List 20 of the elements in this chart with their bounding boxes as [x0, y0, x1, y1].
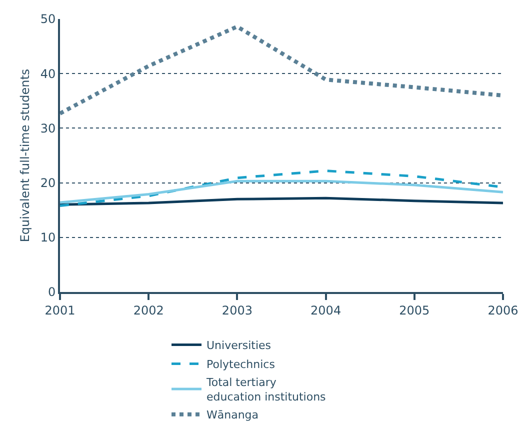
- legend-label: Total tertiary education institutions: [206, 376, 326, 404]
- x-tick-label: 2001: [44, 303, 76, 318]
- legend-label: Wānanga: [206, 408, 259, 422]
- x-tick-label: 2005: [399, 303, 430, 318]
- line-series: [60, 24, 503, 116]
- legend-label: Polytechnics: [206, 358, 276, 372]
- y-tick-label: 20: [40, 176, 56, 190]
- y-tick-label: 40: [40, 66, 56, 81]
- x-tick-label: 2004: [310, 303, 342, 318]
- y-axis-title: Equivalent full-time students: [18, 68, 32, 242]
- y-tick-label: 50: [40, 12, 56, 26]
- y-tick-label: 10: [40, 230, 56, 245]
- line-series: [60, 196, 503, 206]
- x-tick-label: 2006: [488, 303, 518, 318]
- x-tick-label: 2003: [222, 303, 252, 318]
- legend-label: Universities: [206, 339, 272, 352]
- x-tick-label: 2002: [133, 303, 164, 318]
- y-tick-label: 30: [40, 121, 56, 136]
- y-tick-label: 0: [48, 285, 56, 300]
- line-series: [60, 180, 503, 204]
